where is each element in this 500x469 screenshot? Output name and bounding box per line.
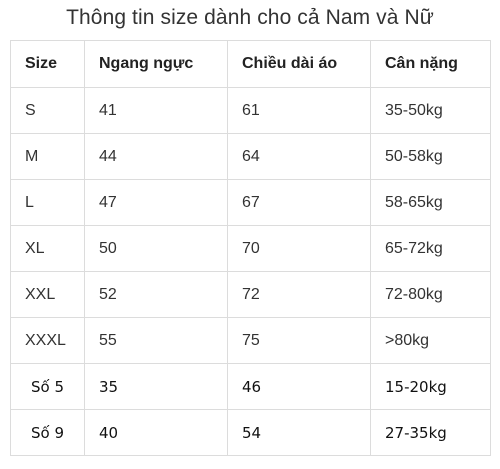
table-row: XXL 52 72 72-80kg [10,271,491,318]
table-row: Số 5 35 46 15-20kg [10,363,491,410]
cell-chest-width: 44 [84,133,228,180]
cell-weight: 27-35kg [370,409,491,456]
cell-shirt-length: 61 [227,87,371,134]
cell-weight: 58-65kg [370,179,491,226]
table-row: XXXL 55 75 >80kg [10,317,491,364]
table-row: XL 50 70 65-72kg [10,225,491,272]
size-table: Size Ngang ngực Chiều dài áo Cân nặng S … [10,40,491,456]
cell-weight: 65-72kg [370,225,491,272]
cell-weight: 50-58kg [370,133,491,180]
cell-size: XXL [10,271,85,318]
cell-weight: 35-50kg [370,87,491,134]
header-size: Size [10,40,85,88]
cell-shirt-length: 64 [227,133,371,180]
table-row: M 44 64 50-58kg [10,133,491,180]
cell-chest-width: 50 [84,225,228,272]
cell-chest-width: 55 [84,317,228,364]
page-title: Thông tin size dành cho cả Nam và Nữ [66,6,434,29]
cell-shirt-length: 46 [227,363,371,410]
header-shirt-length: Chiều dài áo [227,40,371,88]
cell-size: Số 5 [10,363,85,410]
cell-size: Số 9 [10,409,85,456]
cell-size: S [10,87,85,134]
table-row: Số 9 40 54 27-35kg [10,409,491,456]
cell-chest-width: 35 [84,363,228,410]
cell-shirt-length: 54 [227,409,371,456]
cell-shirt-length: 67 [227,179,371,226]
cell-size: XL [10,225,85,272]
cell-shirt-length: 72 [227,271,371,318]
table-row: L 47 67 58-65kg [10,179,491,226]
cell-shirt-length: 75 [227,317,371,364]
header-weight: Cân nặng [370,40,491,88]
cell-size: L [10,179,85,226]
cell-size: M [10,133,85,180]
table-header-row: Size Ngang ngực Chiều dài áo Cân nặng [10,40,491,88]
cell-weight: 72-80kg [370,271,491,318]
header-chest-width: Ngang ngực [84,40,228,88]
cell-chest-width: 52 [84,271,228,318]
cell-shirt-length: 70 [227,225,371,272]
cell-chest-width: 40 [84,409,228,456]
cell-weight: >80kg [370,317,491,364]
cell-size: XXXL [10,317,85,364]
cell-chest-width: 47 [84,179,228,226]
cell-weight: 15-20kg [370,363,491,410]
cell-chest-width: 41 [84,87,228,134]
table-row: S 41 61 35-50kg [10,87,491,134]
